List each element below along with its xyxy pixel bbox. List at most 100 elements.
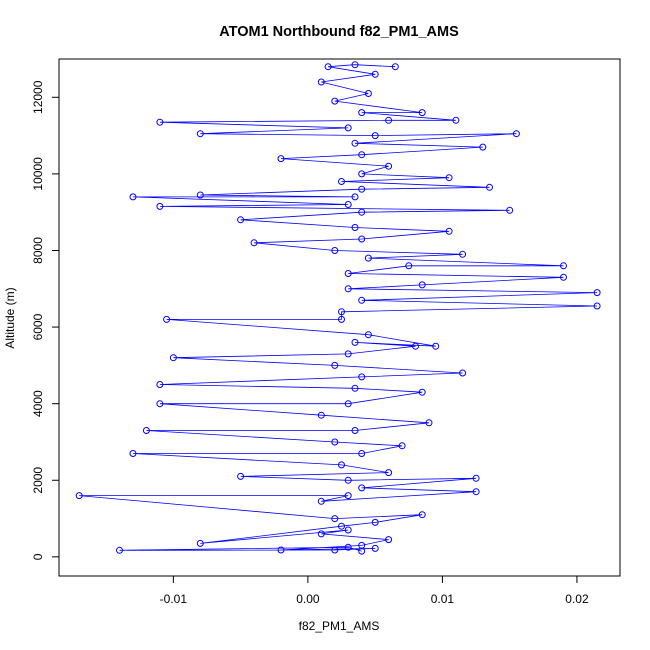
data-point — [385, 536, 393, 544]
data-point — [351, 338, 359, 346]
y-axis: 0 2000 4000 6000 8000 10000 12000 — [31, 80, 60, 560]
data-point — [196, 539, 204, 547]
data-point — [425, 419, 433, 427]
y-tick-label: 0 — [31, 553, 45, 560]
data-point — [351, 427, 359, 434]
data-point — [506, 206, 514, 214]
data-point — [324, 63, 332, 71]
data-point — [371, 544, 379, 552]
data-point — [371, 132, 379, 140]
data-point — [459, 250, 467, 258]
data-point — [512, 130, 520, 138]
data-point — [142, 427, 150, 434]
data-point — [351, 384, 359, 392]
data-point — [331, 515, 339, 523]
data-point — [351, 61, 359, 69]
data-point — [344, 270, 352, 277]
y-tick-label: 4000 — [31, 390, 45, 417]
y-tick-label: 10000 — [31, 157, 45, 191]
x-tick-label: 0.02 — [565, 592, 589, 606]
data-point — [452, 116, 460, 124]
data-point — [129, 193, 137, 201]
data-point — [459, 369, 467, 377]
data-point — [317, 78, 325, 86]
data-point — [129, 450, 137, 457]
data-point — [116, 546, 123, 554]
data-point — [479, 143, 487, 151]
data-point — [338, 178, 345, 185]
data-point — [156, 118, 164, 126]
data-point — [277, 155, 285, 163]
data-point — [317, 411, 325, 419]
data-point — [344, 124, 352, 132]
data-point — [344, 400, 352, 408]
data-point — [331, 247, 339, 254]
data-point — [560, 262, 567, 270]
data-point — [432, 342, 440, 350]
x-axis: -0.01 0.00 0.01 0.02 — [160, 575, 589, 606]
data-point — [75, 492, 83, 500]
data-point — [385, 469, 393, 477]
data-point — [472, 488, 480, 496]
series-line — [79, 64, 598, 552]
data-point — [358, 170, 366, 178]
data-point — [358, 484, 366, 492]
data-point — [385, 162, 393, 170]
data-point — [156, 400, 164, 408]
data-point — [593, 302, 601, 310]
x-tick-label: -0.01 — [160, 592, 188, 606]
data-point — [344, 201, 352, 208]
data-point — [317, 497, 325, 505]
data-point — [445, 174, 453, 182]
data-point — [196, 130, 204, 138]
data-point — [358, 235, 366, 243]
data-point — [364, 331, 372, 339]
data-point — [351, 193, 359, 201]
chart-title: ATOM1 Northbound f82_PM1_AMS — [219, 24, 459, 40]
data-point — [358, 208, 366, 216]
data-point — [331, 361, 339, 369]
data-point — [331, 546, 339, 554]
data-point — [358, 109, 366, 117]
data-point — [317, 530, 325, 538]
data-point — [358, 450, 366, 457]
x-tick-label: 0.01 — [431, 592, 455, 606]
data-point — [156, 202, 164, 210]
data-point — [344, 492, 352, 500]
y-tick-label: 12000 — [31, 80, 45, 114]
data-point — [418, 388, 426, 396]
data-point — [371, 70, 379, 78]
data-point — [196, 191, 204, 199]
y-tick-label: 8000 — [31, 237, 45, 264]
data-point — [593, 289, 601, 297]
data-point — [338, 461, 345, 469]
data-point — [156, 381, 164, 388]
data-point — [277, 546, 285, 554]
data-point — [358, 185, 366, 193]
y-tick-label: 6000 — [31, 313, 45, 340]
data-point — [358, 373, 366, 381]
data-point — [351, 139, 359, 147]
data-point — [338, 522, 345, 530]
data-point — [338, 308, 345, 316]
data-point — [163, 315, 171, 323]
x-tick-label: 0.00 — [296, 592, 320, 606]
data-point — [331, 97, 339, 105]
x-axis-label: f82_PM1_AMS — [299, 619, 380, 633]
data-point — [358, 541, 366, 549]
data-point — [418, 511, 426, 519]
data-point — [405, 262, 413, 270]
data-point — [412, 342, 419, 350]
data-point — [385, 116, 393, 124]
data-point — [364, 254, 372, 262]
data-point — [237, 216, 245, 224]
data-point — [445, 227, 453, 235]
data-point — [391, 63, 399, 71]
data-point — [364, 90, 372, 97]
data-point — [344, 476, 352, 484]
data-point — [344, 543, 352, 551]
data-point — [398, 442, 406, 450]
data-point — [237, 472, 245, 480]
data-point — [344, 350, 352, 358]
